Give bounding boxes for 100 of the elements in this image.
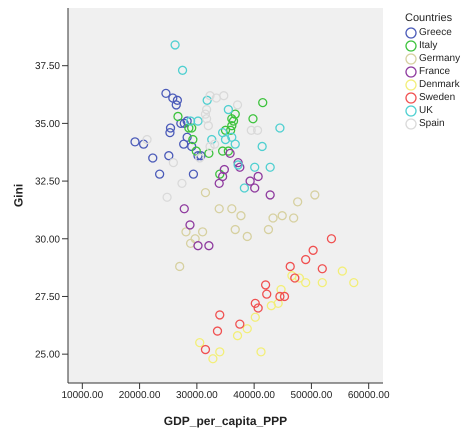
x-tick-label: 50000.00	[290, 390, 333, 402]
point	[176, 118, 186, 128]
x-tick-label: 20000.00	[118, 390, 161, 402]
point	[318, 278, 327, 288]
point	[250, 312, 260, 322]
point	[184, 123, 194, 133]
point	[164, 151, 174, 160]
point	[215, 347, 224, 356]
point	[250, 183, 260, 193]
point	[308, 246, 318, 255]
point	[227, 204, 236, 214]
point	[195, 338, 204, 348]
point	[280, 292, 290, 302]
point	[218, 172, 228, 182]
point	[218, 146, 228, 156]
y-axis-title: Gini	[11, 184, 26, 208]
point	[179, 140, 188, 149]
point	[268, 213, 278, 223]
point	[195, 153, 204, 163]
point	[142, 134, 152, 144]
point	[242, 324, 252, 334]
legend-label: Spain	[419, 118, 445, 129]
point	[253, 172, 263, 182]
point	[193, 151, 203, 160]
point	[253, 303, 263, 313]
point	[266, 162, 275, 172]
point	[193, 241, 203, 250]
point	[230, 110, 240, 119]
point	[148, 153, 158, 163]
point	[224, 146, 234, 156]
x-tick-label: 60000.00	[348, 390, 390, 402]
legend-label: Sweden	[419, 92, 456, 103]
point	[161, 88, 171, 98]
point	[204, 148, 214, 158]
point	[250, 162, 260, 172]
point	[266, 301, 276, 310]
x-tick-label: 10000.00	[61, 390, 104, 402]
point	[173, 112, 183, 122]
point	[182, 132, 192, 142]
point	[192, 146, 201, 156]
point	[228, 116, 238, 126]
point	[202, 104, 212, 114]
x-axis-title: GDP_per_capita_PPP	[164, 414, 288, 428]
point	[208, 354, 218, 364]
point	[185, 220, 195, 230]
point	[258, 142, 267, 152]
point	[172, 100, 181, 110]
y-tick-label: 30.00	[34, 234, 60, 246]
point	[248, 114, 258, 124]
legend-title: Countries	[405, 12, 454, 24]
point	[180, 118, 189, 128]
point	[262, 290, 272, 299]
point	[175, 262, 184, 272]
point	[212, 93, 221, 103]
point	[220, 164, 230, 174]
legend-label: UK	[419, 105, 433, 116]
point	[187, 142, 196, 152]
point	[180, 204, 189, 214]
point	[219, 91, 228, 100]
point	[349, 278, 358, 288]
point	[204, 241, 214, 250]
point	[318, 264, 327, 274]
point	[227, 132, 236, 142]
point	[168, 158, 178, 168]
legend-label: France	[419, 66, 450, 77]
point	[214, 178, 224, 188]
point	[196, 151, 206, 160]
point	[218, 128, 228, 138]
y-tick-label: 32.50	[34, 176, 60, 188]
point	[187, 123, 196, 133]
point	[154, 170, 164, 179]
point	[310, 190, 320, 200]
point	[168, 93, 178, 103]
point	[224, 104, 234, 114]
legend-label: Germany	[419, 53, 460, 64]
point	[215, 170, 224, 179]
point	[172, 96, 182, 105]
point	[233, 158, 243, 168]
point	[165, 128, 175, 138]
point	[226, 126, 236, 135]
point	[235, 162, 244, 172]
point	[214, 204, 224, 214]
point	[233, 160, 243, 170]
x-tick-label: 30000.00	[176, 390, 218, 402]
point	[215, 310, 224, 320]
point	[202, 114, 212, 124]
point	[220, 126, 230, 135]
point	[166, 123, 176, 133]
point	[264, 224, 274, 234]
point	[230, 224, 240, 234]
point	[275, 292, 285, 302]
point	[181, 227, 191, 236]
legend-label: Italy	[419, 40, 438, 51]
point	[198, 227, 208, 236]
point	[200, 344, 210, 354]
point	[205, 142, 215, 152]
y-tick-label: 35.00	[34, 118, 60, 130]
point	[193, 116, 203, 126]
point	[250, 298, 260, 308]
point	[260, 280, 270, 290]
